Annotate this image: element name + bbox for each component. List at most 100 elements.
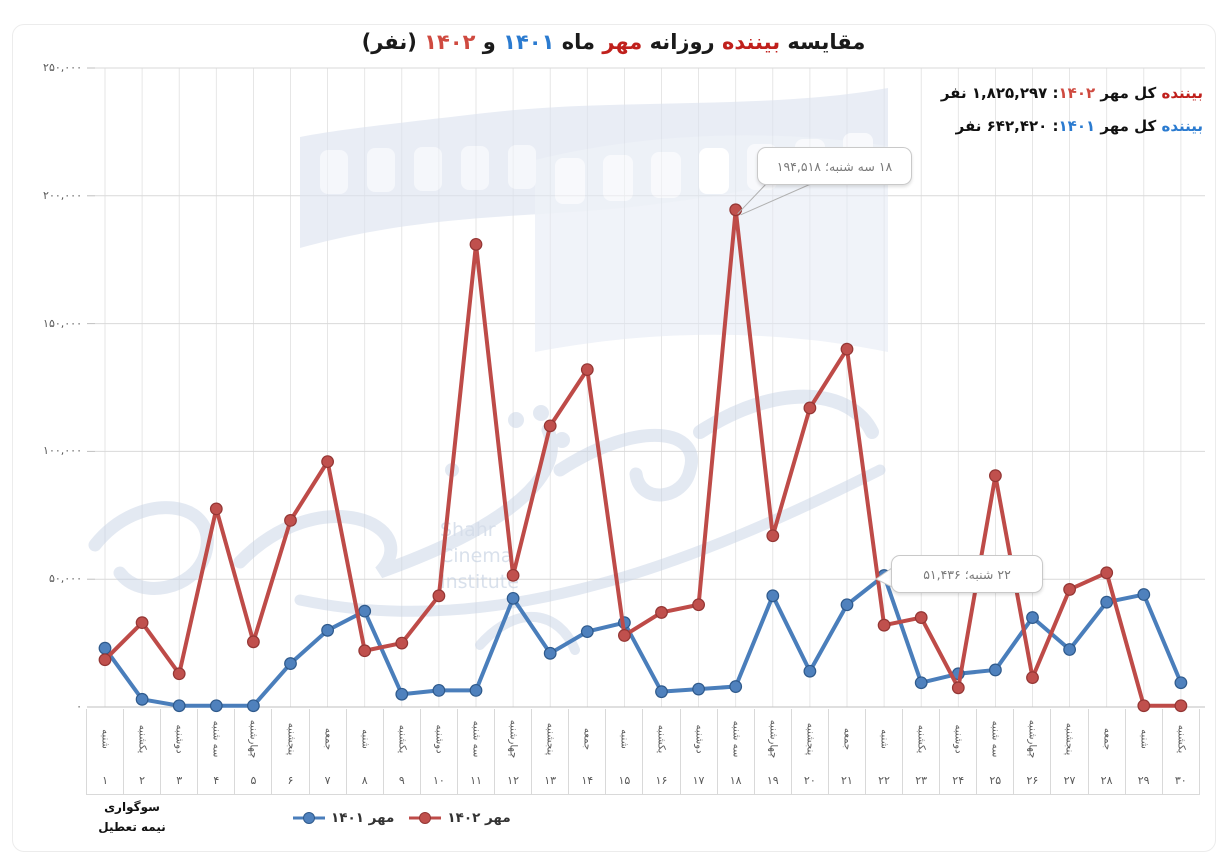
x-label-day-1: شنبه ۱ (86, 709, 125, 794)
mehr-1402-point-day-24 (951, 681, 965, 695)
mehr-1402-point-day-8 (358, 644, 372, 658)
x-label-day-4: سه شنبه ۴ (198, 709, 236, 794)
x-label-day-10: دوشنبه ۱۰ (421, 709, 458, 794)
x-axis: شنبه ۱ یکشنبه ۲ دوشنبه ۳ سه شنبه ۴ چهارشنبه ۵ پنجش… (86, 709, 1200, 795)
mehr-1402-point-day-22 (877, 618, 891, 632)
mehr-1401-point-day-27 (1063, 643, 1076, 656)
x-label-day-14: جمعه ۱۴ (569, 709, 607, 794)
leader-line (740, 182, 814, 216)
mehr-1401-point-day-20 (803, 664, 817, 678)
weekday-label: دوشنبه (173, 723, 185, 754)
x-label-day-6: پنجشنبه ۶ (272, 709, 310, 794)
y-tick-label: ۵۰,۰۰۰ (48, 572, 82, 586)
series-mehr-1402 (98, 203, 1188, 713)
title-seg: بیننده (721, 30, 781, 54)
chart-title: مقایسه بیننده روزانه مهر ماه ۱۴۰۱ و ۱۴۰۲… (0, 30, 1227, 54)
legend-marker-red-icon (409, 812, 442, 824)
x-label-day-24: دوشنبه ۲۴ (940, 709, 978, 794)
weekday-label: یکشنبه (655, 724, 667, 753)
day-number-label: ۱۵ (618, 774, 631, 787)
day-number-label: ۲۵ (989, 774, 1002, 787)
y-tick-label: ۱۵۰,۰۰۰ (43, 316, 82, 330)
x-label-day-11: سه شنبه ۱۱ (458, 709, 496, 794)
day-number-label: ۲۷ (1063, 774, 1076, 787)
x-label-day-8: شنبه ۸ (347, 709, 384, 794)
mehr-1401-point-day-6 (284, 657, 297, 670)
mehr-1402-point-day-17 (692, 598, 705, 612)
total-value: ۱,۸۲۵,۲۹۷ (971, 84, 1048, 102)
legend-label-1402: مهر ۱۴۰۲ (447, 810, 511, 826)
mehr-1401-point-day-25 (989, 663, 1002, 677)
day-number-label: ۷ (324, 774, 331, 787)
day-number-label: ۱ (102, 774, 108, 787)
x-label-day-18: سه شنبه ۱۸ (718, 709, 755, 794)
series-line-mehr-1402 (103, 207, 1183, 708)
mehr-1401-point-day-26 (1026, 611, 1039, 624)
total-year: ۱۴۰۱ (1058, 117, 1096, 135)
day-number-label: ۲۳ (915, 774, 928, 787)
mehr-1401-point-day-1 (98, 641, 112, 655)
weekday-label: شنبه (359, 728, 371, 749)
calligraphy-watermark (88, 389, 886, 655)
weekday-label: سه شنبه (210, 720, 222, 757)
mehr-1402-point-day-10 (432, 589, 446, 603)
title-seg: ماه (554, 30, 603, 54)
y-tick-label: ۱۰۰,۰۰۰ (43, 444, 82, 458)
weekday-label: دوشنبه (433, 723, 445, 754)
mehr-1401-point-day-13 (543, 646, 557, 660)
weekday-label: پنجشنبه (544, 722, 556, 755)
x-label-day-13: پنجشنبه ۱۳ (532, 709, 570, 794)
x-label-day-12: چهارشنبه ۱۲ (495, 709, 533, 794)
mehr-1402-point-day-30 (1174, 699, 1188, 713)
x-label-day-7: جمعه ۷ (310, 709, 347, 794)
weekday-label: پنجشنبه (804, 722, 816, 755)
mehr-1401-point-day-17 (692, 682, 705, 696)
day-number-label: ۳ (176, 774, 183, 787)
total-sep: : (1047, 117, 1059, 135)
mehr-1402-point-day-25 (989, 469, 1002, 483)
weekday-label: یکشنبه (136, 724, 148, 753)
mehr-1402-point-day-16 (655, 606, 668, 619)
weekday-label: جمعه (322, 727, 334, 750)
total-year: ۱۴۰۲ (1058, 84, 1096, 102)
x-label-day-17: دوشنبه ۱۷ (681, 709, 718, 794)
weekday-label: جمعه (581, 727, 593, 750)
weekday-label: پنجشنبه (1063, 722, 1075, 755)
x-label-day-21: جمعه ۲۱ (829, 709, 866, 794)
mehr-1401-point-day-2 (135, 692, 149, 706)
total-viewers-1401: بیننده کل مهر ۱۴۰۱: ۶۴۲,۴۲۰ نفر (941, 117, 1203, 135)
total-sep: : (1047, 84, 1059, 102)
mehr-1402-point-day-7 (321, 455, 335, 469)
totals-block: بیننده کل مهر ۱۴۰۲: ۱,۸۲۵,۲۹۷ نفر بیننده… (941, 84, 1203, 150)
mehr-1401-point-day-7 (321, 623, 335, 637)
mehr-1402-point-day-21 (840, 342, 854, 356)
series-line-mehr-1401 (103, 573, 1183, 708)
day-number-label: ۵ (250, 774, 257, 787)
weekday-label: جمعه (841, 727, 853, 750)
x-label-day-23: یکشنبه ۲۳ (903, 709, 941, 794)
title-seg: ۱۴۰۱ (503, 30, 555, 54)
weekday-label: یکشنبه (915, 724, 927, 753)
title-seg: و (475, 30, 504, 54)
mehr-1402-point-day-29 (1137, 699, 1151, 713)
holiday-note: سوگواری نیمه تعطیل (86, 798, 178, 838)
mehr-1402-point-day-9 (395, 636, 409, 650)
holiday-note-line1: سوگواری (104, 800, 160, 814)
weekday-label: شنبه (618, 728, 630, 749)
day-number-label: ۳۰ (1174, 774, 1187, 787)
mehr-1402-point-day-18 (729, 203, 743, 217)
day-number-label: ۱۱ (470, 774, 482, 787)
mehr-1401-point-day-30 (1174, 676, 1188, 690)
mehr-1402-point-day-20 (803, 401, 817, 415)
weekday-label: یکشنبه (1175, 724, 1187, 753)
total-word: بیننده (1161, 84, 1203, 102)
day-number-label: ۱۴ (581, 774, 594, 787)
x-label-day-28: جمعه ۲۸ (1089, 709, 1126, 794)
day-number-label: ۱۰ (432, 774, 445, 787)
mehr-1402-point-day-14 (580, 363, 594, 377)
title-seg: (نفر) (361, 30, 425, 54)
mehr-1401-point-day-4 (209, 699, 223, 713)
y-tick-label: ۲۰۰,۰۰۰ (43, 188, 82, 202)
legend: مهر ۱۴۰۱ مهر ۱۴۰۲ (292, 810, 511, 826)
total-unit: نفر (940, 84, 972, 102)
